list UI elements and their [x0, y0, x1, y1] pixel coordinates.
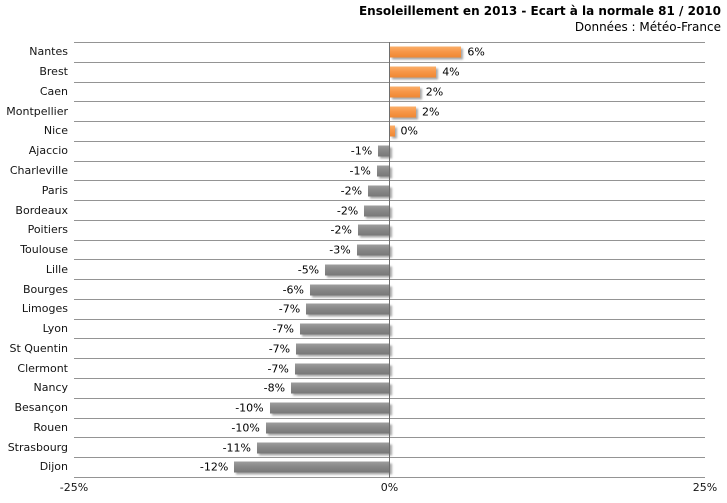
chart-subtitle: Données : Météo-France [574, 20, 721, 34]
value-label-clermont: -7% [267, 362, 289, 376]
bar-montpellier [389, 106, 416, 118]
chart-row-paris: Paris -2% [0, 180, 705, 200]
bar-limoges [306, 303, 390, 315]
bar-rouen [265, 422, 390, 434]
category-label-clermont: Clermont [17, 361, 68, 375]
chart-row-toulouse: Toulouse -3% [0, 239, 705, 260]
value-label-charleville: -1% [349, 164, 371, 178]
bar-nancy [291, 382, 390, 394]
chart-row-nantes: Nantes 6% [0, 42, 705, 62]
value-label-besançon: -10% [235, 401, 264, 415]
category-label-st-quentin: St Quentin [9, 341, 68, 355]
plot-area: Nantes 6% Brest 4% Caen 2% Montpellier 2% Nice 0%… [0, 42, 705, 478]
bar-clermont [294, 363, 390, 375]
bar-bourges [310, 284, 390, 296]
chart-row-brest: Brest 4% [0, 61, 705, 82]
bar-ajaccio [378, 145, 390, 157]
chart-row-nice: Nice 0% [0, 121, 705, 141]
bar-brest [389, 66, 437, 78]
value-label-poitiers: -2% [330, 223, 352, 237]
bar-besançon [269, 402, 390, 414]
value-label-rouen: -10% [231, 421, 260, 435]
value-label-toulouse: -3% [329, 243, 351, 257]
x-axis-tick-labels: -25% 0% 25% [0, 481, 727, 497]
zero-axis-line [389, 42, 390, 478]
chart-row-caen: Caen 2% [0, 81, 705, 102]
category-label-besançon: Besançon [14, 401, 68, 415]
value-label-limoges: -7% [278, 302, 301, 316]
x-tick-label-0pct: 0% [380, 481, 399, 494]
category-label-dijon: Dijon [39, 460, 68, 474]
chart-row-rouen: Rouen -10% [0, 417, 705, 438]
value-label-montpellier: 2% [422, 105, 440, 119]
category-label-strasbourg: Strasbourg [7, 440, 68, 454]
category-label-caen: Caen [39, 84, 68, 98]
value-label-bourges: -6% [282, 283, 304, 297]
bar-poitiers [357, 224, 390, 236]
bar-lille [325, 264, 390, 276]
value-label-brest: 4% [442, 65, 460, 79]
category-label-lille: Lille [45, 262, 68, 276]
chart-row-bourges: Bourges -6% [0, 279, 705, 299]
category-label-rouen: Rouen [33, 420, 68, 434]
chart-row-strasbourg: Strasbourg -11% [0, 437, 705, 457]
chart-row-charleville: Charleville -1% [0, 160, 705, 181]
value-label-nice: 0% [400, 124, 418, 138]
bar-rows: Nantes 6% Brest 4% Caen 2% Montpellier 2% Nice 0%… [0, 42, 705, 477]
bar-caen [389, 86, 420, 98]
bar-charleville [376, 165, 390, 177]
value-label-caen: 2% [425, 85, 444, 99]
value-label-bordeaux: -2% [336, 204, 359, 217]
chart-row-limoges: Limoges -7% [0, 298, 705, 319]
bar-nantes [389, 46, 462, 58]
x-tick-label-25pct: 25% [692, 481, 718, 494]
category-label-charleville: Charleville [9, 163, 68, 177]
category-label-brest: Brest [39, 65, 68, 79]
value-label-nancy: -8% [263, 381, 286, 395]
chart-row-ajaccio: Ajaccio -1% [0, 140, 705, 161]
chart-row-dijon: Dijon -12% [0, 457, 705, 477]
value-label-paris: -2% [340, 184, 363, 198]
category-label-lyon: Lyon [42, 322, 68, 336]
category-label-montpellier: Montpellier [6, 104, 68, 118]
chart-row-besançon: Besançon -10% [0, 397, 705, 418]
category-label-nantes: Nantes [29, 45, 68, 59]
chart-row-lyon: Lyon -7% [0, 318, 705, 339]
bar-strasbourg [257, 442, 390, 454]
chart-row-bordeaux: Bordeaux -2% [0, 200, 705, 220]
category-label-bordeaux: Bordeaux [15, 203, 68, 217]
chart-row-nancy: Nancy -8% [0, 378, 705, 398]
value-label-lyon: -7% [272, 322, 294, 336]
category-label-bourges: Bourges [22, 282, 68, 296]
value-label-st-quentin: -7% [268, 342, 291, 356]
category-label-poitiers: Poitiers [27, 223, 68, 237]
x-tick-label-neg25pct: -25% [59, 481, 89, 494]
chart-header: Ensoleillement en 2013 - Ecart à la norm… [359, 3, 721, 35]
category-label-paris: Paris [41, 183, 68, 197]
chart-row-lille: Lille -5% [0, 259, 705, 279]
chart-row-st-quentin: St Quentin -7% [0, 338, 705, 358]
category-label-limoges: Limoges [21, 302, 68, 316]
category-label-toulouse: Toulouse [20, 243, 68, 257]
bar-dijon [234, 461, 390, 473]
bar-lyon [299, 323, 390, 335]
value-label-nantes: 6% [467, 45, 485, 59]
bar-st-quentin [296, 343, 390, 355]
chart-row-poitiers: Poitiers -2% [0, 219, 705, 240]
value-label-strasbourg: -11% [222, 441, 251, 455]
bar-paris [368, 185, 390, 197]
chart-row-montpellier: Montpellier 2% [0, 101, 705, 121]
value-label-dijon: -12% [199, 460, 229, 474]
category-label-nice: Nice [43, 124, 68, 138]
value-label-lille: -5% [297, 263, 320, 277]
category-label-ajaccio: Ajaccio [28, 144, 68, 158]
bar-toulouse [356, 244, 390, 256]
value-label-ajaccio: -1% [350, 144, 373, 158]
bar-nice [389, 125, 395, 137]
category-label-nancy: Nancy [33, 381, 69, 395]
chart-row-clermont: Clermont -7% [0, 358, 705, 378]
chart-title: Ensoleillement en 2013 - Ecart à la norm… [358, 4, 721, 18]
bar-bordeaux [364, 205, 390, 216]
